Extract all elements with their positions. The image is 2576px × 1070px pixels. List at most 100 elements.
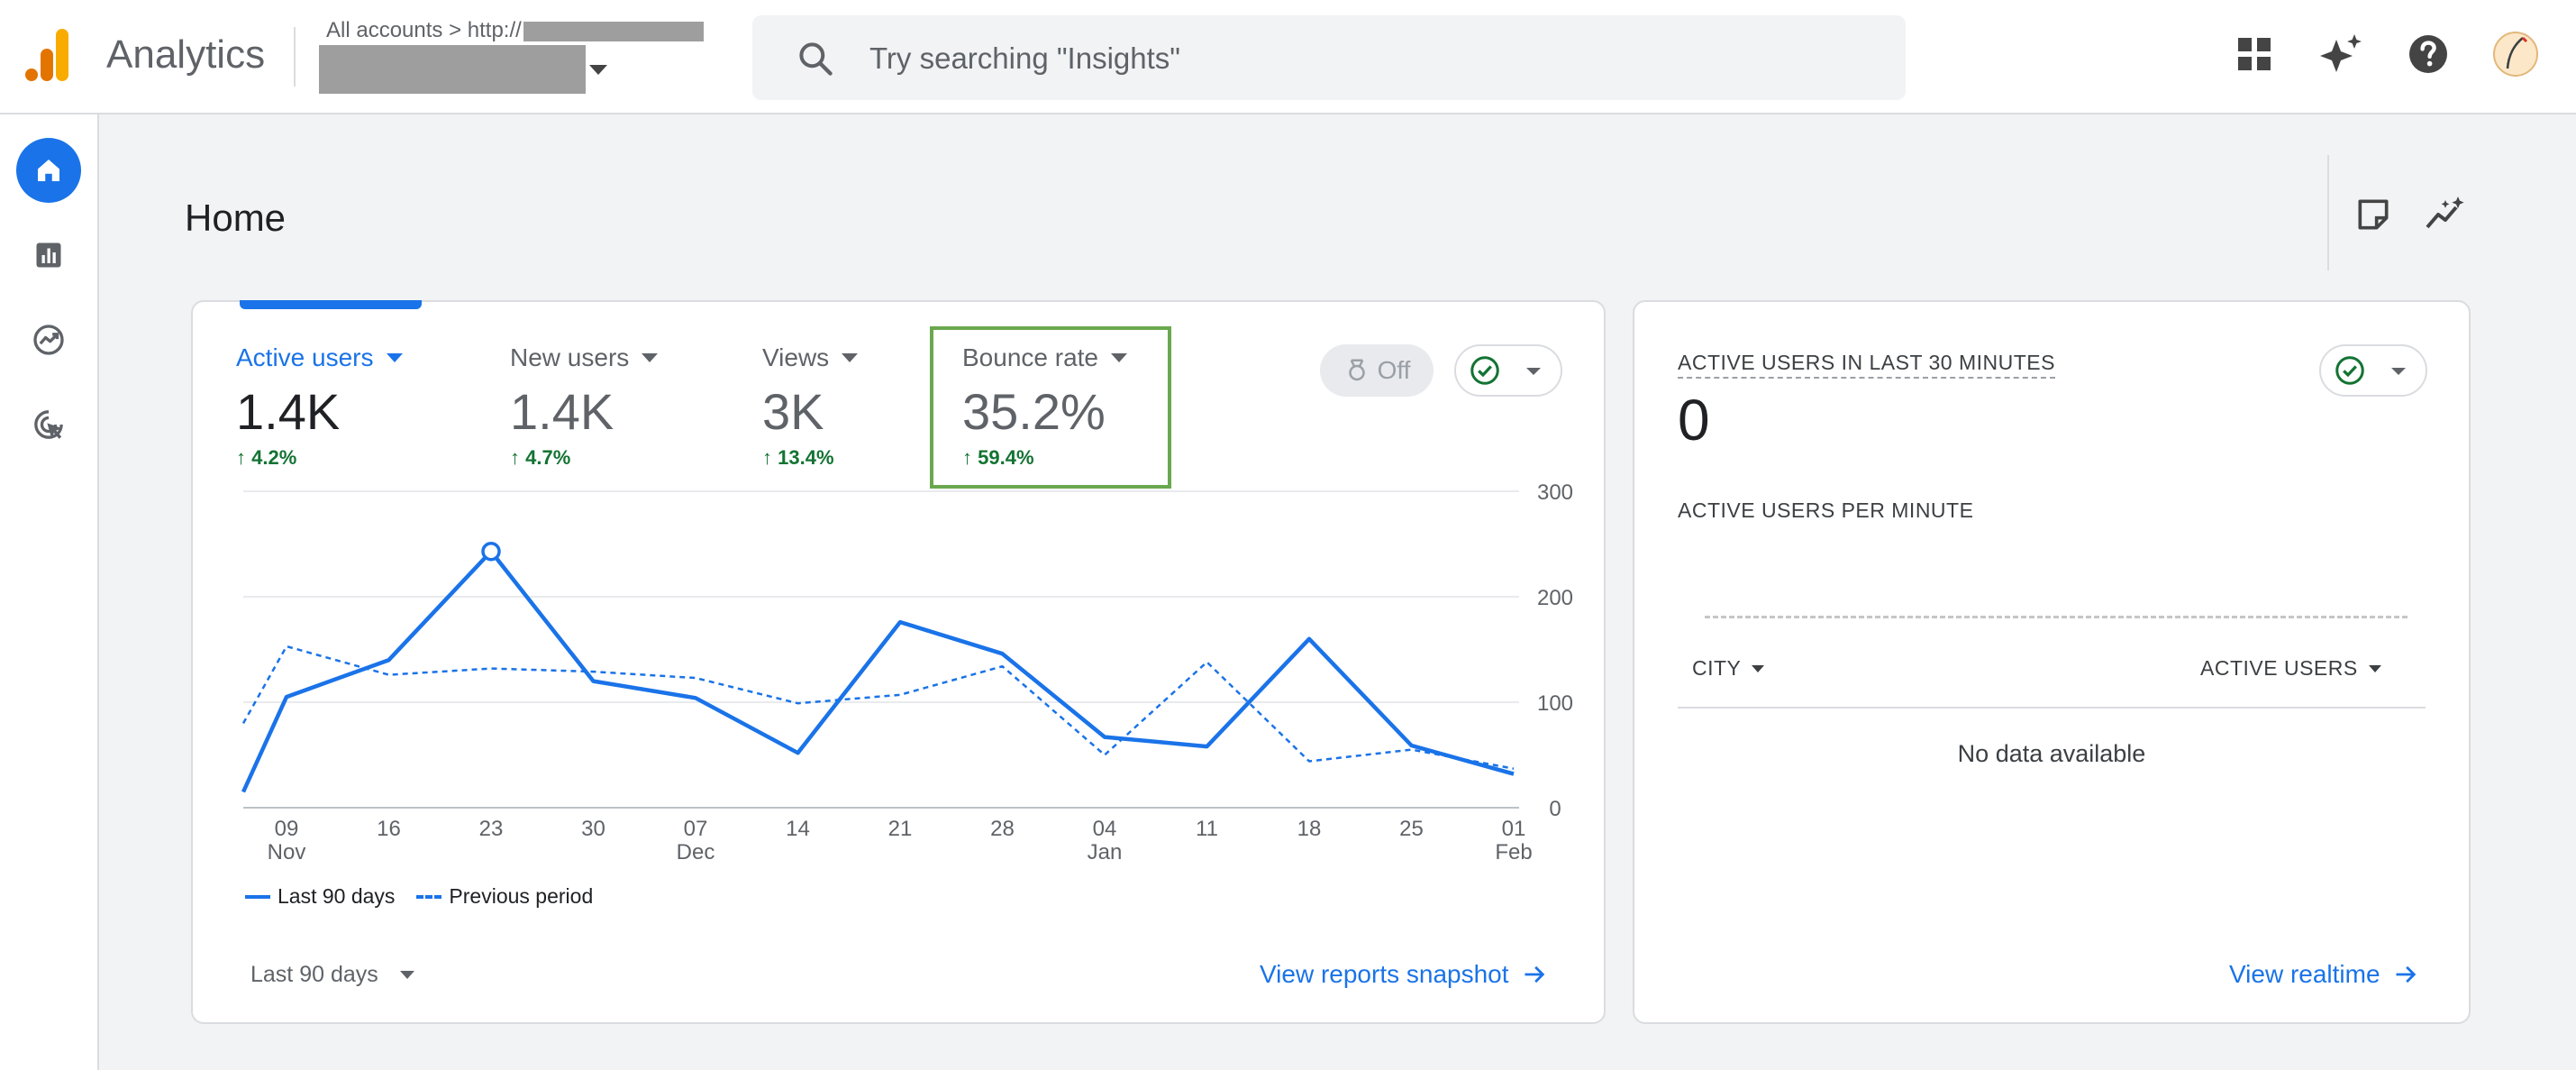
date-range-select[interactable]: Last 90 days [250,962,414,988]
metric-delta: 59.4% [978,446,1034,469]
x-tick-label: 04 [1093,817,1117,841]
help-icon[interactable] [2407,32,2450,76]
metric-views[interactable]: Views 3K ↑ 13.4% [762,343,859,470]
chevron-down-icon [642,353,659,362]
x-tick-label: 01 [1502,817,1526,841]
breadcrumb-separator: > [449,18,462,42]
metric-active-users[interactable]: Active users 1.4K ↑ 4.2% [236,343,403,470]
arrow-up-icon: ↑ [762,446,772,469]
side-navigation [0,114,99,1070]
toggle-label: Off [1377,356,1411,384]
chevron-down-icon [2391,368,2406,375]
notes-icon[interactable] [2353,195,2393,234]
page-title: Home [185,197,287,239]
link-label: View reports snapshot [1260,960,1509,988]
arrow-up-icon: ↑ [510,446,520,469]
view-reports-snapshot-link[interactable]: View reports snapshot [1260,960,1547,989]
x-tick-label: 23 [479,817,504,841]
realtime-title[interactable]: ACTIVE USERS IN LAST 30 MINUTES [1678,351,2055,379]
metric-delta: 4.7% [525,446,571,469]
arrow-right-icon [2396,965,2416,983]
property-selector-redacted[interactable] [319,45,586,94]
nav-home[interactable] [16,138,81,203]
metric-label: New users [510,343,630,371]
nav-reports[interactable] [16,223,81,288]
analytics-logo[interactable] [25,29,74,83]
chevron-down-icon [842,353,859,362]
x-tick-label: 07 [684,817,708,841]
realtime-quality-dropdown[interactable] [2319,344,2427,397]
column-header-city[interactable]: CITY [1692,656,1765,681]
y-tick-label: 200 [1537,586,1573,610]
legend-swatch-dashed [416,894,442,899]
realtime-empty-sparkline [1705,616,2408,618]
x-tick-label: 11 [1196,817,1218,841]
x-tick-label: 21 [888,817,913,841]
metric-delta: 4.2% [251,446,297,469]
data-point-marker [481,541,501,562]
chevron-down-icon [1752,664,1765,672]
search-bar[interactable] [752,15,1906,100]
series-line-last-90-days [241,549,1515,793]
top-app-bar: Analytics All accounts > http:// [0,0,2576,114]
explore-icon [33,325,64,355]
y-tick-label: 0 [1549,797,1561,821]
search-input[interactable] [868,32,1862,86]
reports-icon [36,242,61,268]
breadcrumb-account-url: http:// [467,18,522,42]
nav-explore[interactable] [16,307,81,372]
avatar[interactable] [2492,31,2539,78]
app-name: Analytics [106,32,266,77]
x-tick-sublabel: Feb [1495,840,1532,864]
column-header-active-users[interactable]: ACTIVE USERS [2200,656,2381,681]
metric-bounce-rate[interactable]: Bounce rate 35.2% ↑ 59.4% [962,343,1127,470]
breadcrumb-all-accounts[interactable]: All accounts [326,18,443,42]
metric-label: Active users [236,343,374,371]
x-tick-sublabel: Nov [268,840,306,864]
breadcrumb[interactable]: All accounts > http:// [326,18,704,43]
legend-swatch-solid [245,894,270,899]
advertising-icon [34,410,63,439]
metric-value: 1.4K [510,383,614,440]
arrow-right-icon [1525,965,1544,983]
date-range-label: Last 90 days [250,962,378,987]
property-dropdown-caret-icon[interactable] [589,65,607,75]
x-tick-label: 28 [990,817,1015,841]
award-icon [1348,359,1365,381]
nav-advertising[interactable] [16,392,81,457]
data-quality-dropdown[interactable] [1454,344,1562,397]
chevron-down-icon [399,971,414,979]
series-line-previous-period [241,645,1515,770]
no-data-message: No data available [1957,740,2146,767]
metric-value: 35.2% [962,383,1106,440]
x-tick-label: 16 [377,817,401,841]
chevron-down-icon [2368,664,2381,672]
arrow-up-icon: ↑ [962,446,972,469]
card-tab-indicator [240,300,422,309]
x-tick-label: 18 [1297,817,1322,841]
metric-value: 1.4K [236,383,341,440]
y-tick-label: 300 [1537,480,1573,505]
metric-delta: 13.4% [778,446,834,469]
x-tick-label: 25 [1399,817,1424,841]
check-circle-icon [2335,356,2364,385]
y-tick-label: 100 [1537,691,1573,716]
comparison-toggle[interactable]: Off [1320,344,1434,397]
home-icon [38,160,59,181]
view-realtime-link[interactable]: View realtime [2229,960,2418,989]
arrow-up-icon: ↑ [236,446,246,469]
column-label: ACTIVE USERS [2200,656,2358,680]
table-divider [1678,707,2426,709]
x-tick-label: 09 [275,817,299,841]
legend-label: Last 90 days [278,884,396,908]
legend-label: Previous period [449,884,594,908]
sparkle-icon[interactable] [2320,32,2363,76]
metric-new-users[interactable]: New users 1.4K ↑ 4.7% [510,343,659,470]
metric-label: Views [762,343,830,371]
insights-icon[interactable] [2424,193,2467,236]
realtime-subtitle: ACTIVE USERS PER MINUTE [1678,498,1974,522]
x-tick-label: 14 [786,817,810,841]
x-tick-sublabel: Dec [677,840,715,864]
apps-grid-icon[interactable] [2233,32,2276,76]
